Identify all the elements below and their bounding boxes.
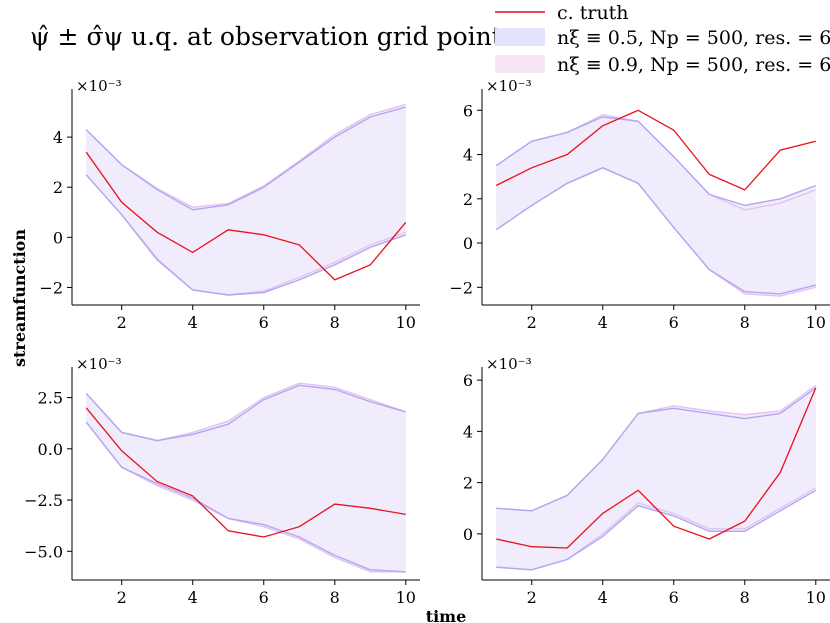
legend-label-truth: c. truth [557,2,629,24]
band-upper-0-5 [496,387,817,512]
panel-bottom-right: 2 4 6 8 10 0 2 4 6 ×10⁻³ [463,355,830,607]
uq-band [86,383,406,572]
x-tick-label: 10 [806,588,826,607]
band-lower-0-5 [495,167,816,295]
x-tick-label: 8 [740,588,750,607]
band-upper-0-5 [85,106,406,211]
x-tick-label: 10 [806,313,826,332]
band-lower-0-5 [85,421,406,573]
truth-line [85,151,407,281]
band-lower-0-5 [496,489,817,571]
y-tick-label: −2 [39,278,63,297]
uq-band [496,385,816,570]
y-tick-label: 4 [463,146,473,165]
x-tick-label: 6 [259,588,269,607]
panel-top-left: 2 4 6 8 10 −2 0 2 4 ×10⁻³ [39,77,420,332]
figure-title: ψ̂ ± σ̂ψ u.q. at observation grid points [30,22,515,51]
y-tick-label: 4 [463,422,473,441]
x-tick-label: 6 [669,588,679,607]
offset-label: ×10⁻³ [76,77,122,95]
y-tick-label: 6 [463,371,473,390]
truth-line [496,387,817,549]
y-tick-label: −2 [449,278,473,297]
y-tick-label: 2 [463,190,473,209]
x-tick-label: 4 [598,313,608,332]
uq-band [86,104,406,295]
x-tick-label: 4 [188,313,198,332]
y-tick-label: 0 [463,234,473,253]
y-tick-label: 2 [53,178,63,197]
y-tick-label: 0 [463,525,473,544]
legend-patch-0-5 [495,28,545,46]
x-tick-label: 2 [527,313,537,332]
legend-patch-0-9 [495,55,545,73]
truth-line [85,407,406,538]
offset-label: ×10⁻³ [76,355,122,373]
offset-label: ×10⁻³ [486,77,532,95]
panel-top-right: 2 4 6 8 10 −2 0 2 4 6 ×10⁻³ [449,77,830,332]
x-tick-label: 4 [188,588,198,607]
x-tick-label: 6 [259,313,269,332]
x-tick-label: 2 [117,588,127,607]
band-lower-0-9 [85,421,406,573]
x-tick-label: 6 [669,313,679,332]
y-axis-label: streamfunction [10,229,29,367]
x-tick-label: 4 [598,588,608,607]
x-tick-label: 2 [527,588,537,607]
panel-bottom-left: 2 4 6 8 10 −5.0 −2.5 0.0 2.5 ×10⁻³ [24,355,420,607]
y-tick-label: −5.0 [24,542,63,561]
y-tick-label: 0.0 [38,440,63,459]
x-axis-label: time [426,607,467,623]
x-tick-label: 8 [330,588,340,607]
y-tick-label: 2 [463,474,473,493]
y-tick-label: 4 [53,128,63,147]
x-tick-label: 10 [396,588,416,607]
y-tick-label: 6 [463,101,473,120]
x-tick-label: 2 [117,313,127,332]
band-upper-0-5 [85,384,406,442]
band-upper-0-5 [495,116,817,207]
band-lower-0-5 [85,174,407,296]
legend-label-0-5: nξ ≡ 0.5, Np = 500, res. = 64 [557,27,830,49]
offset-label: ×10⁻³ [486,355,532,373]
truth-line [495,109,816,191]
x-tick-label: 8 [740,313,750,332]
x-tick-label: 10 [396,313,416,332]
y-tick-label: 0 [53,228,63,247]
y-tick-label: −2.5 [24,491,63,510]
legend-label-0-9: nξ ≡ 0.9, Np = 500, res. = 64 [557,54,830,76]
x-tick-label: 8 [330,313,340,332]
y-tick-label: 2.5 [38,389,63,408]
legend: c. truth nξ ≡ 0.5, Np = 500, res. = 64 n… [495,2,830,76]
